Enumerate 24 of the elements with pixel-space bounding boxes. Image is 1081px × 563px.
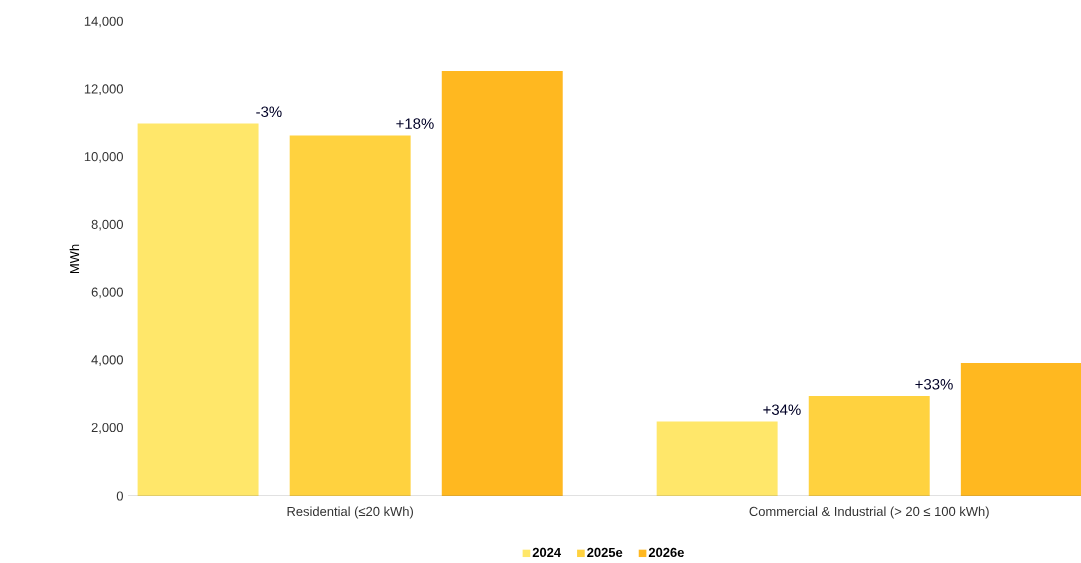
y-tick-label: 10,000 — [84, 152, 123, 163]
bar — [960, 362, 1081, 496]
annotation: -3% — [256, 106, 282, 118]
bar — [441, 71, 563, 496]
bar — [656, 421, 778, 496]
x-tick-label: Commercial & Industrial (> 20 ≤ 100 kWh) — [749, 506, 989, 519]
bar — [808, 396, 930, 496]
y-tick-label: 12,000 — [84, 84, 123, 96]
x-tick-label: Residential (≤20 kWh) — [287, 506, 413, 519]
annotation: +34% — [763, 404, 801, 415]
y-tick-label: 0 — [116, 491, 123, 501]
y-tick-label: 6,000 — [91, 287, 123, 299]
bar — [289, 135, 411, 496]
y-tick-label: 4,000 — [91, 355, 123, 366]
y-tick-label: 2,000 — [91, 422, 123, 434]
legend-label: 2024 — [532, 547, 562, 558]
annotation: +18% — [396, 118, 434, 129]
annotation: +33% — [915, 379, 953, 390]
y-tick-label: 14,000 — [84, 16, 123, 28]
bar — [137, 123, 259, 496]
legend-label: 2025e — [587, 547, 623, 558]
y-axis-title: MWh — [69, 244, 80, 274]
legend-label: 2026e — [648, 547, 684, 558]
y-tick-label: 8,000 — [91, 219, 123, 231]
